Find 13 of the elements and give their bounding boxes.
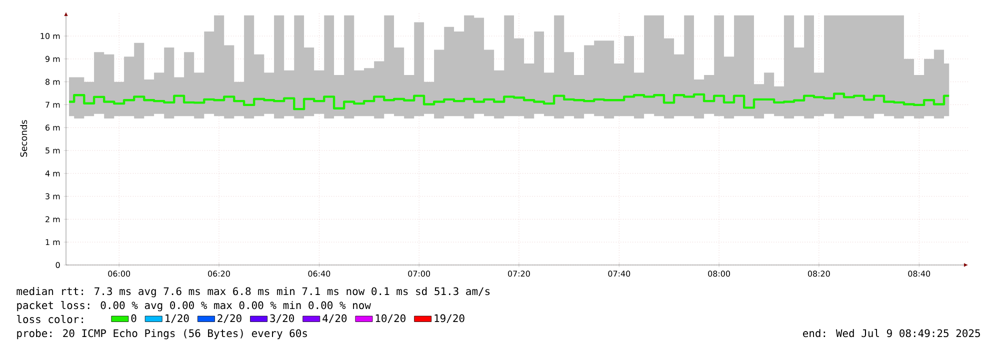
legend-label: 2/20 bbox=[218, 314, 242, 323]
legend-label: 10/20 bbox=[376, 314, 406, 323]
text: median rtt: 7.3 ms avg 7.6 ms max 6.8 ms min 7.1 ms now 0.1 ms sd 51.3 am/s bbox=[16, 287, 490, 298]
legend-label: 1/20 bbox=[166, 314, 189, 323]
text: packet loss: 0.00 % avg 0.00 % max 0.00 % min 0.00 % now bbox=[17, 301, 371, 312]
legend-label: 3/20 bbox=[270, 314, 294, 323]
legend-label: 19/20 bbox=[434, 314, 464, 323]
text: probe: 20 ICMP Echo Pings (56 Bytes) every 60s bbox=[17, 329, 307, 340]
y-axis-title: Seconds bbox=[20, 120, 28, 157]
legend-label: 0 bbox=[131, 314, 136, 322]
legend-label: 4/20 bbox=[322, 314, 347, 323]
text: loss color: bbox=[17, 315, 83, 324]
text: end: Wed Jul 9 08:49:25 2025 bbox=[802, 329, 980, 338]
